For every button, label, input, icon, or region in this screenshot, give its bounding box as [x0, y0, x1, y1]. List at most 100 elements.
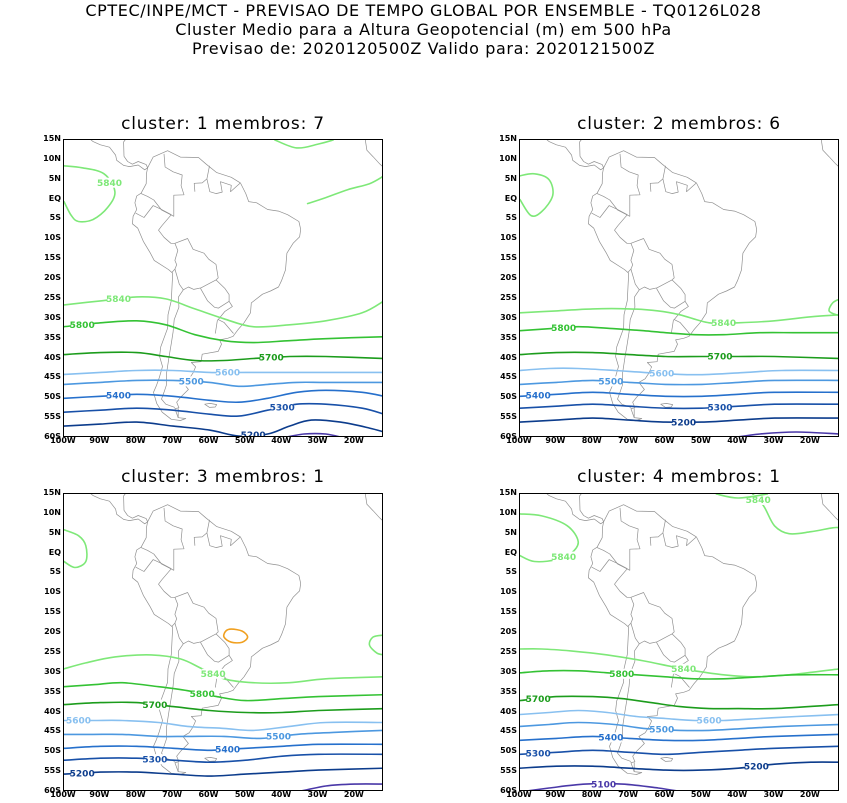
lat-tick-label: 20S [44, 273, 61, 283]
contour-5840 [520, 513, 580, 563]
contour-5800 [64, 319, 382, 344]
contour-label-text: 5800 [609, 670, 634, 680]
lat-tick-label: 50S [500, 746, 517, 756]
contour-label-text: 5300 [142, 755, 167, 765]
lon-tick-label: 70W [162, 436, 183, 445]
lat-tick-label: 20S [500, 627, 517, 637]
lat-tick-label: 45S [500, 372, 517, 382]
lon-tick-label: 40W [727, 436, 748, 445]
lat-tick-label: 55S [500, 412, 517, 422]
contour-5100 [738, 431, 838, 436]
lat-tick-label: 30S [500, 666, 517, 676]
contour-label-text: 5500 [649, 726, 674, 736]
contour-label-text: 5840 [671, 665, 696, 675]
contour-label-text: 5300 [526, 750, 551, 760]
country-border [174, 592, 219, 645]
contour-5840 [715, 494, 769, 499]
contour-label-5600: 5600 [649, 368, 674, 380]
contour-label-5500: 5500 [179, 376, 204, 388]
lon-tick-label: 60W [654, 436, 675, 445]
lon-tick-label: 80W [581, 436, 602, 445]
lat-tick-label: 30S [500, 312, 517, 322]
lon-tick-label: 70W [618, 436, 639, 445]
country-border [200, 633, 230, 663]
contour-label-text: 5600 [66, 717, 91, 727]
country-border [662, 519, 697, 548]
contour-label-5400: 5400 [526, 390, 551, 402]
lat-tick-label: 5N [504, 173, 517, 183]
lon-tick-label: 80W [125, 436, 146, 445]
country-border [630, 238, 675, 291]
country-border [656, 633, 686, 663]
country-border [214, 319, 218, 334]
contour-5840 [64, 529, 88, 569]
cluster-2-plot: 5840 5800 5700 5600 5500 5400 5300 5200 [520, 140, 838, 436]
contour-5840 [306, 176, 382, 205]
contour-label-text: 5400 [106, 392, 131, 402]
contour-label-5100: 5100 [591, 779, 616, 790]
contour-5500 [520, 379, 838, 386]
contour-label-5840: 5840 [201, 668, 226, 680]
lat-tick-label: 40S [500, 352, 517, 362]
contour-label-text: 5840 [106, 295, 131, 305]
country-border [670, 319, 674, 334]
lat-tick-label: 20S [44, 627, 61, 637]
contour-label-text: 5840 [746, 496, 771, 506]
country-border [649, 178, 664, 192]
contour-5300 [520, 745, 838, 756]
contour-label-5400: 5400 [598, 732, 623, 744]
contour-5500 [64, 379, 382, 388]
south-america-coastline [588, 504, 758, 775]
header-line-1: CPTEC/INPE/MCT - PREVISAO DE TEMPO GLOBA… [85, 1, 762, 20]
africa-coastline [821, 494, 838, 521]
country-border [217, 301, 234, 334]
contour-label-5300: 5300 [526, 748, 551, 760]
lat-tick-label: 40S [44, 352, 61, 362]
lon-tick-label: 80W [581, 790, 602, 799]
lat-tick-label: 5S [49, 213, 61, 223]
country-border [630, 592, 675, 645]
country-border [135, 205, 179, 273]
contour-5840 [368, 634, 382, 656]
lat-tick-label: 45S [44, 372, 61, 382]
contour-label-text: 5840 [551, 553, 576, 563]
contour-5800 [64, 681, 382, 702]
lat-tick-label: 30S [44, 312, 61, 322]
lat-tick-label: 35S [500, 686, 517, 696]
country-border [673, 301, 690, 334]
contour-label-text: 5700 [142, 701, 167, 711]
contour-5200 [520, 761, 838, 772]
contour-label-5840: 5840 [671, 663, 696, 675]
contour-label-5700: 5700 [259, 352, 284, 364]
lon-tick-label: 50W [690, 790, 711, 799]
contour-5200 [64, 767, 382, 777]
lat-tick-label: 20S [500, 273, 517, 283]
contour-label-5600: 5600 [697, 715, 722, 727]
contour-5300 [64, 753, 382, 763]
contour-label-5840: 5840 [551, 551, 576, 563]
contour-label-text: 5500 [179, 378, 204, 388]
contour-label-text: 5400 [526, 392, 551, 402]
lat-tick-label: 5N [504, 527, 517, 537]
country-border [174, 238, 219, 291]
lat-tick-label: 15S [500, 607, 517, 617]
lat-tick-label: 5N [48, 173, 61, 183]
lat-tick-label: 50S [44, 392, 61, 402]
lon-tick-label: 30W [763, 436, 784, 445]
contour-label-5600: 5600 [215, 367, 240, 379]
lat-tick-label: 15N [43, 134, 61, 143]
lat-tick-label: 30S [44, 666, 61, 676]
lon-tick-label: 40W [727, 790, 748, 799]
contour-5400 [64, 743, 382, 752]
country-border [617, 643, 640, 762]
contour-5840 [828, 298, 838, 316]
cluster-1-title: cluster: 1 membros: 7 [121, 114, 325, 134]
contour-5600 [520, 367, 838, 376]
lat-tick-label: 45S [500, 726, 517, 736]
lat-tick-label: 25S [44, 646, 61, 656]
lat-tick-label: 45S [44, 726, 61, 736]
central-america-coastline [90, 494, 148, 525]
lon-tick-label: 80W [125, 790, 146, 799]
contour-label-5300: 5300 [142, 754, 167, 765]
contour-5700 [520, 351, 838, 360]
